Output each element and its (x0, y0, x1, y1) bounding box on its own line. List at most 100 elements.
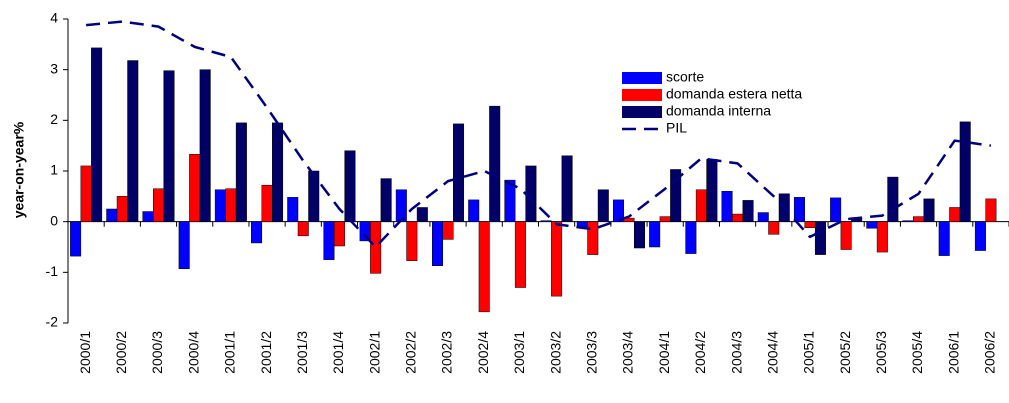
bar (551, 221, 563, 297)
y-tick-label: 4 (50, 10, 58, 26)
bar (178, 221, 190, 270)
x-tick-label: 2003/4 (620, 331, 636, 374)
x-tick-label: 2004/4 (764, 331, 780, 374)
bar (633, 221, 645, 249)
x-tick-label: 2002/1 (366, 331, 382, 374)
bar (670, 169, 682, 222)
bar (189, 154, 201, 222)
bar (333, 221, 345, 247)
bar (514, 221, 526, 288)
y-tick-label: -2 (46, 314, 59, 330)
bar (395, 189, 407, 222)
bar (80, 165, 92, 222)
legend-label: PIL (666, 120, 687, 136)
bar (923, 198, 935, 222)
bar (489, 105, 501, 222)
x-tick-label: 2000/2 (113, 331, 129, 374)
x-tick-label: 2006/2 (982, 331, 998, 374)
bar (106, 208, 118, 222)
y-tick-label: -1 (46, 263, 59, 279)
x-tick-label: 2003/2 (547, 331, 563, 374)
bar (706, 159, 718, 222)
bar (685, 221, 697, 254)
y-tick-label: 2 (50, 111, 58, 127)
bar (597, 189, 609, 222)
y-tick-label: 1 (50, 162, 58, 178)
bar (127, 60, 139, 222)
bar (540, 220, 552, 222)
bar (468, 199, 480, 222)
x-tick-label: 2002/3 (439, 331, 455, 374)
bar (902, 220, 914, 222)
bar (695, 189, 707, 222)
bar (225, 188, 237, 222)
x-tick-label: 2005/2 (837, 331, 853, 374)
bar (308, 170, 320, 222)
bar (913, 216, 925, 222)
bar (142, 211, 154, 222)
bar (949, 207, 961, 222)
bar (261, 184, 273, 222)
x-tick-label: 2000/4 (185, 331, 201, 374)
bar (70, 221, 82, 257)
bar (576, 221, 588, 227)
y-tick-label: 0 (50, 212, 58, 228)
bar (659, 216, 671, 222)
bar (985, 198, 997, 222)
bar (323, 221, 335, 260)
bar (91, 47, 103, 222)
x-tick-label: 2000/1 (77, 331, 93, 374)
x-tick-label: 2001/4 (330, 331, 346, 374)
bar (974, 221, 986, 251)
bar (163, 70, 175, 222)
bar (416, 207, 428, 222)
bar (116, 196, 128, 222)
bar (453, 123, 465, 222)
bar (380, 178, 392, 222)
x-tick-label: 2003/3 (583, 331, 599, 374)
bar (587, 221, 599, 255)
bar (297, 221, 309, 237)
x-tick-label: 2001/1 (222, 331, 238, 374)
bar (757, 212, 769, 222)
x-tick-label: 2005/4 (909, 331, 925, 374)
bar (732, 213, 744, 222)
x-tick-label: 2003/1 (511, 331, 527, 374)
x-tick-label: 2002/2 (403, 331, 419, 374)
bar (887, 176, 899, 222)
y-axis-title: year-on-year% (11, 121, 27, 218)
line (85, 20, 992, 249)
bar (235, 122, 247, 222)
bar (938, 221, 950, 256)
bar (344, 150, 356, 222)
bar (561, 155, 573, 222)
bar (406, 221, 418, 261)
bar (251, 221, 263, 244)
bar (623, 217, 635, 222)
bar (649, 221, 661, 248)
bar (152, 188, 164, 222)
bar (287, 197, 299, 222)
legend-label: domanda estera netta (666, 86, 802, 102)
x-tick-label: 2001/3 (294, 331, 310, 374)
bar (432, 221, 444, 266)
bar (721, 191, 733, 222)
x-tick-label: 2001/2 (258, 331, 274, 374)
bar (830, 197, 842, 222)
bar (742, 200, 754, 222)
bar (442, 221, 454, 240)
x-tick-label: 2004/1 (656, 331, 672, 374)
bar (272, 122, 284, 222)
bar (504, 179, 516, 222)
bar (199, 69, 211, 222)
legend-swatch (622, 106, 662, 118)
x-tick-label: 2006/1 (945, 331, 961, 374)
x-tick-label: 2004/3 (728, 331, 744, 374)
bar (876, 221, 888, 253)
x-tick-label: 2005/3 (873, 331, 889, 374)
bar (768, 221, 780, 235)
bar (612, 199, 624, 222)
bar (804, 221, 816, 228)
bar (866, 221, 878, 229)
